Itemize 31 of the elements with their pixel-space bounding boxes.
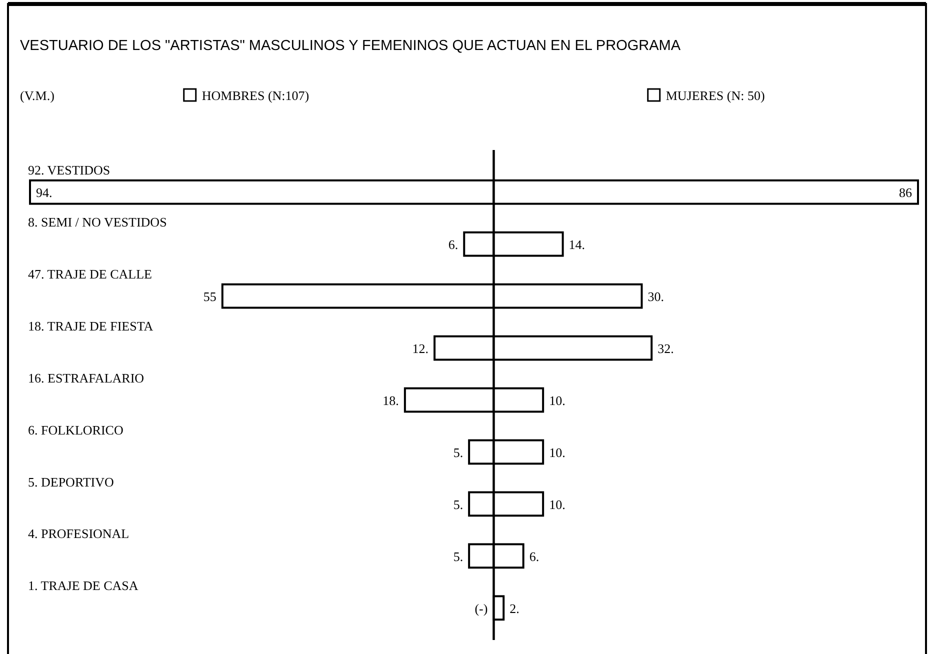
y-tick-label: 18. TRAJE DE FIESTA (28, 318, 154, 334)
y-tick-label: 16. ESTRAFALARIO (28, 370, 144, 386)
data-label: 12. (412, 341, 429, 356)
data-label: 5. (453, 496, 464, 512)
text: (-) (474, 600, 488, 616)
data-label: 86 (899, 185, 912, 200)
legend-label: HOMBRES (N:107) (202, 88, 310, 103)
data-label: 10. (549, 393, 566, 408)
data-label: 30. (648, 289, 664, 304)
y-tick-label: 1. TRAJE DE CASA (28, 578, 139, 594)
legend-label: MUJERES (N: 50) (666, 88, 765, 103)
data-label: 6. (448, 237, 458, 252)
data-label: 10. (549, 444, 566, 460)
data-label: 14. (568, 237, 586, 252)
y-tick-label: 47. TRAJE DE CALLE (28, 266, 152, 282)
data-label: 32. (658, 341, 674, 356)
data-label: 10. (549, 496, 566, 512)
y-tick-label: 8. SEMI / NO VESTIDOS (28, 214, 167, 230)
data-label: 94. (36, 185, 52, 200)
y-tick-label: 5. DEPORTIVO (28, 474, 114, 490)
data-label: 2. (510, 600, 520, 616)
y-tick-label: 6. FOLKLORICO (28, 422, 124, 438)
y-tick-label: 4. PROFESIONAL (28, 526, 130, 542)
data-label: 5. (453, 548, 464, 564)
data-label: 55 (203, 289, 216, 304)
chart-title: VESTUARIO DE LOS "ARTISTAS" MASCULINOS Y FEMENINOS QUE ACTUAN EN EL PROGRAMA (20, 38, 681, 54)
data-label: 18. (382, 393, 399, 408)
data-label: 5. (453, 444, 464, 460)
text: (V.M.) (20, 88, 54, 103)
y-tick-label: 92. VESTIDOS (28, 162, 110, 178)
data-label: 6. (529, 548, 540, 564)
